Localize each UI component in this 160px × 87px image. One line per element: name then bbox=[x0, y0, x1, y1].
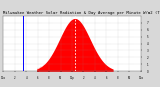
Text: 10: 10 bbox=[59, 76, 62, 80]
Text: 4: 4 bbox=[94, 76, 96, 80]
Text: 12a: 12a bbox=[138, 76, 143, 80]
Text: 12a: 12a bbox=[1, 76, 6, 80]
Text: 6: 6 bbox=[106, 76, 107, 80]
Text: 8: 8 bbox=[117, 76, 119, 80]
Text: 2: 2 bbox=[14, 76, 16, 80]
Text: 6: 6 bbox=[37, 76, 38, 80]
Text: 10: 10 bbox=[128, 76, 131, 80]
Text: 8: 8 bbox=[48, 76, 50, 80]
Text: Milwaukee Weather Solar Radiation & Day Average per Minute W/m2 (Today): Milwaukee Weather Solar Radiation & Day … bbox=[3, 11, 160, 15]
Text: 4: 4 bbox=[25, 76, 27, 80]
Text: 12p: 12p bbox=[70, 76, 74, 80]
Text: 2: 2 bbox=[83, 76, 84, 80]
